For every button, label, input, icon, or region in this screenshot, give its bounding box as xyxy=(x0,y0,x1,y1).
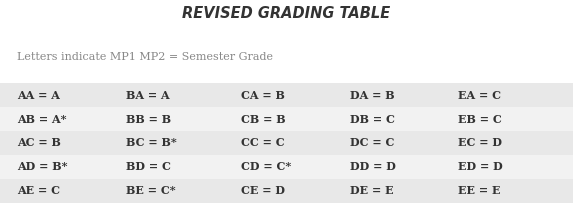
FancyBboxPatch shape xyxy=(0,83,573,107)
Text: BC = B*: BC = B* xyxy=(126,137,177,149)
Text: EE = E: EE = E xyxy=(458,185,501,196)
Text: DE = E: DE = E xyxy=(350,185,393,196)
Text: CA = B: CA = B xyxy=(241,90,285,101)
Text: REVISED GRADING TABLE: REVISED GRADING TABLE xyxy=(182,6,391,21)
Text: BE = C*: BE = C* xyxy=(126,185,176,196)
Text: ED = D: ED = D xyxy=(458,161,503,172)
Text: AC = B: AC = B xyxy=(17,137,61,149)
Text: CE = D: CE = D xyxy=(241,185,285,196)
Text: DA = B: DA = B xyxy=(350,90,394,101)
Text: DC = C: DC = C xyxy=(350,137,394,149)
Text: EC = D: EC = D xyxy=(458,137,503,149)
Text: DB = C: DB = C xyxy=(350,114,394,125)
Text: BA = A: BA = A xyxy=(126,90,170,101)
Text: AD = B*: AD = B* xyxy=(17,161,68,172)
FancyBboxPatch shape xyxy=(0,107,573,131)
Text: CC = C: CC = C xyxy=(241,137,284,149)
Text: Letters indicate MP1 MP2 = Semester Grade: Letters indicate MP1 MP2 = Semester Grad… xyxy=(17,52,273,62)
Text: CD = C*: CD = C* xyxy=(241,161,291,172)
Text: AA = A: AA = A xyxy=(17,90,60,101)
Text: CB = B: CB = B xyxy=(241,114,285,125)
FancyBboxPatch shape xyxy=(0,179,573,203)
FancyBboxPatch shape xyxy=(0,155,573,179)
Text: BD = C: BD = C xyxy=(126,161,171,172)
Text: EA = C: EA = C xyxy=(458,90,501,101)
Text: DD = D: DD = D xyxy=(350,161,395,172)
Text: AE = C: AE = C xyxy=(17,185,60,196)
Text: BB = B: BB = B xyxy=(126,114,171,125)
FancyBboxPatch shape xyxy=(0,131,573,155)
Text: AB = A*: AB = A* xyxy=(17,114,66,125)
Text: EB = C: EB = C xyxy=(458,114,502,125)
